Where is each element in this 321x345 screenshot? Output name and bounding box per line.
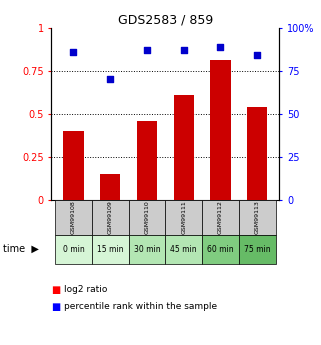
Bar [55, 235, 92, 264]
Point [108, 77, 113, 82]
Bar [100, 174, 120, 200]
Point [218, 44, 223, 49]
Point [71, 49, 76, 55]
Bar [202, 200, 239, 235]
Bar [165, 200, 202, 235]
Bar [165, 235, 202, 264]
Text: GSM99113: GSM99113 [255, 200, 260, 234]
Bar [137, 121, 157, 200]
Text: GSM99112: GSM99112 [218, 200, 223, 234]
Bar [210, 60, 230, 200]
Text: GSM99111: GSM99111 [181, 200, 186, 234]
Title: GDS2583 / 859: GDS2583 / 859 [118, 13, 213, 27]
Bar [128, 200, 165, 235]
Bar [239, 235, 276, 264]
Bar [174, 95, 194, 200]
Bar [55, 200, 92, 235]
Text: ■: ■ [51, 285, 61, 295]
Text: 30 min: 30 min [134, 245, 160, 254]
Bar [128, 235, 165, 264]
Text: log2 ratio: log2 ratio [64, 285, 108, 294]
Text: 60 min: 60 min [207, 245, 234, 254]
Bar [92, 200, 128, 235]
Text: percentile rank within the sample: percentile rank within the sample [64, 302, 217, 311]
Bar [239, 200, 276, 235]
Text: ■: ■ [51, 302, 61, 312]
Point [255, 52, 260, 58]
Text: GSM99108: GSM99108 [71, 200, 76, 234]
Text: 15 min: 15 min [97, 245, 124, 254]
Bar [63, 131, 83, 200]
Bar [202, 235, 239, 264]
Point [144, 47, 150, 53]
Text: 45 min: 45 min [170, 245, 197, 254]
Point [181, 47, 186, 53]
Text: GSM99109: GSM99109 [108, 200, 113, 234]
Bar [92, 235, 128, 264]
Text: time  ▶: time ▶ [3, 244, 39, 254]
Text: GSM99110: GSM99110 [144, 200, 150, 234]
Text: 75 min: 75 min [244, 245, 271, 254]
Bar [247, 107, 267, 200]
Text: 0 min: 0 min [63, 245, 84, 254]
